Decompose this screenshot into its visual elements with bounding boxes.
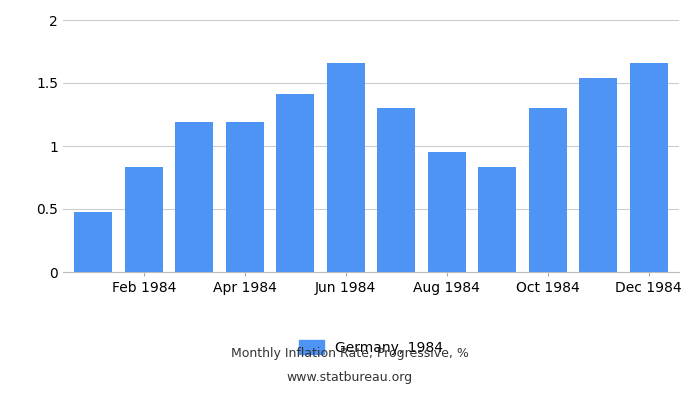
Bar [630, 63, 668, 272]
Legend: Germany, 1984: Germany, 1984 [293, 334, 449, 360]
Text: Monthly Inflation Rate, Progressive, %: Monthly Inflation Rate, Progressive, % [231, 348, 469, 360]
Bar [478, 168, 516, 272]
Text: www.statbureau.org: www.statbureau.org [287, 372, 413, 384]
Bar [377, 108, 415, 272]
Bar [276, 94, 314, 272]
Bar [327, 63, 365, 272]
Bar [125, 168, 162, 272]
Bar [175, 122, 214, 272]
Bar [226, 122, 264, 272]
Bar [428, 152, 466, 272]
Bar [74, 212, 112, 272]
Bar [580, 78, 617, 272]
Bar [528, 108, 567, 272]
